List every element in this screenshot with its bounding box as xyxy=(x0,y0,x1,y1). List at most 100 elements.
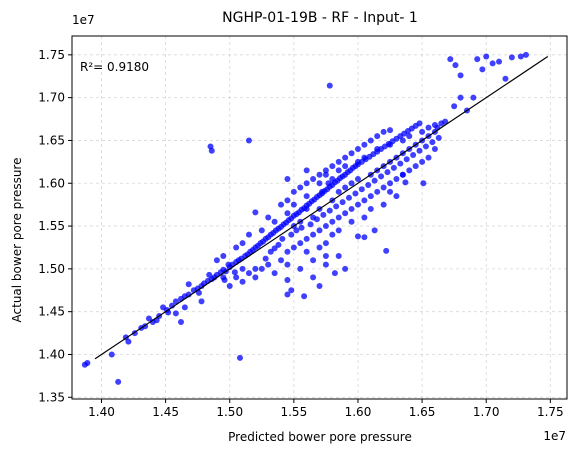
data-point xyxy=(220,253,227,260)
data-point xyxy=(316,244,323,251)
data-point xyxy=(316,282,323,289)
data-point xyxy=(442,118,449,125)
data-point xyxy=(252,209,259,216)
data-point xyxy=(348,150,355,157)
data-point xyxy=(399,171,406,178)
data-point xyxy=(245,231,252,238)
data-point xyxy=(322,261,329,268)
x-tick-label: 1.75 xyxy=(537,405,564,419)
data-points xyxy=(81,51,529,385)
x-tick-label: 1.50 xyxy=(216,405,243,419)
data-point xyxy=(313,216,320,223)
data-point xyxy=(322,223,329,230)
data-point xyxy=(169,302,176,309)
y-tick-label: 1.55 xyxy=(38,219,65,233)
data-point xyxy=(288,287,295,294)
data-point xyxy=(301,293,308,300)
data-point xyxy=(419,128,426,135)
data-point xyxy=(397,160,404,167)
data-point xyxy=(290,201,297,208)
data-point xyxy=(331,270,338,277)
data-point xyxy=(378,173,385,180)
data-point xyxy=(380,184,387,191)
y-axis-offset-label: 1e7 xyxy=(72,13,95,27)
data-point xyxy=(265,261,272,268)
x-tick-label: 1.40 xyxy=(88,405,115,419)
data-point xyxy=(387,141,394,148)
data-point xyxy=(354,146,361,153)
data-point xyxy=(293,227,300,234)
data-point xyxy=(367,137,374,144)
data-point xyxy=(348,205,355,212)
data-point xyxy=(345,194,352,201)
data-point xyxy=(342,154,349,161)
data-point xyxy=(284,248,291,255)
data-point xyxy=(303,180,310,187)
data-point xyxy=(420,180,427,187)
data-point xyxy=(284,197,291,204)
data-point xyxy=(352,190,359,197)
data-point xyxy=(316,171,323,178)
data-point xyxy=(279,235,286,242)
data-point xyxy=(502,75,509,82)
data-point xyxy=(335,227,342,234)
data-point xyxy=(265,214,272,221)
data-point xyxy=(425,154,432,161)
data-point xyxy=(412,163,419,170)
data-point xyxy=(225,261,232,268)
data-point xyxy=(239,278,246,285)
data-point xyxy=(181,304,188,311)
data-point xyxy=(361,214,368,221)
data-point xyxy=(290,244,297,251)
data-point xyxy=(342,210,349,217)
data-point xyxy=(172,298,179,305)
data-point xyxy=(329,218,336,225)
data-point xyxy=(322,253,329,260)
data-point xyxy=(348,218,355,225)
data-point xyxy=(226,282,233,289)
data-point xyxy=(220,274,227,281)
data-point xyxy=(329,175,336,182)
y-tick-label: 1.70 xyxy=(38,91,65,105)
data-point xyxy=(483,53,490,60)
data-point xyxy=(367,193,374,200)
data-point xyxy=(245,137,252,144)
data-point xyxy=(297,240,304,247)
data-point xyxy=(262,255,269,262)
data-point xyxy=(419,158,426,165)
data-point xyxy=(271,245,278,252)
data-point xyxy=(195,289,202,296)
x-tick-label: 1.65 xyxy=(409,405,436,419)
data-point xyxy=(403,156,410,163)
data-point xyxy=(393,175,400,182)
data-point xyxy=(278,257,285,264)
data-point xyxy=(489,60,496,67)
data-point xyxy=(380,128,387,135)
data-point xyxy=(339,199,346,206)
y-tick-label: 1.50 xyxy=(38,262,65,276)
r-squared-annotation: R²= 0.9180 xyxy=(80,60,149,74)
data-point xyxy=(431,146,438,153)
data-point xyxy=(374,133,381,140)
y-axis-ticks: 1.35 1.40 1.45 1.50 1.55 1.60 1.65 1.70 1.75 xyxy=(38,48,72,404)
data-point xyxy=(233,274,240,281)
data-point xyxy=(267,248,274,255)
data-point xyxy=(172,310,179,317)
data-point xyxy=(208,147,215,154)
data-point xyxy=(252,265,259,272)
data-point xyxy=(393,193,400,200)
data-point xyxy=(329,163,336,170)
data-point xyxy=(402,179,409,186)
data-point xyxy=(399,137,406,144)
data-point xyxy=(342,265,349,272)
data-point xyxy=(374,188,381,195)
data-point xyxy=(406,133,413,140)
data-point xyxy=(329,231,336,238)
data-point xyxy=(125,338,132,345)
data-point xyxy=(387,180,394,187)
x-tick-label: 1.45 xyxy=(152,405,179,419)
data-point xyxy=(303,235,310,242)
data-point xyxy=(435,134,442,141)
data-point xyxy=(335,214,342,221)
